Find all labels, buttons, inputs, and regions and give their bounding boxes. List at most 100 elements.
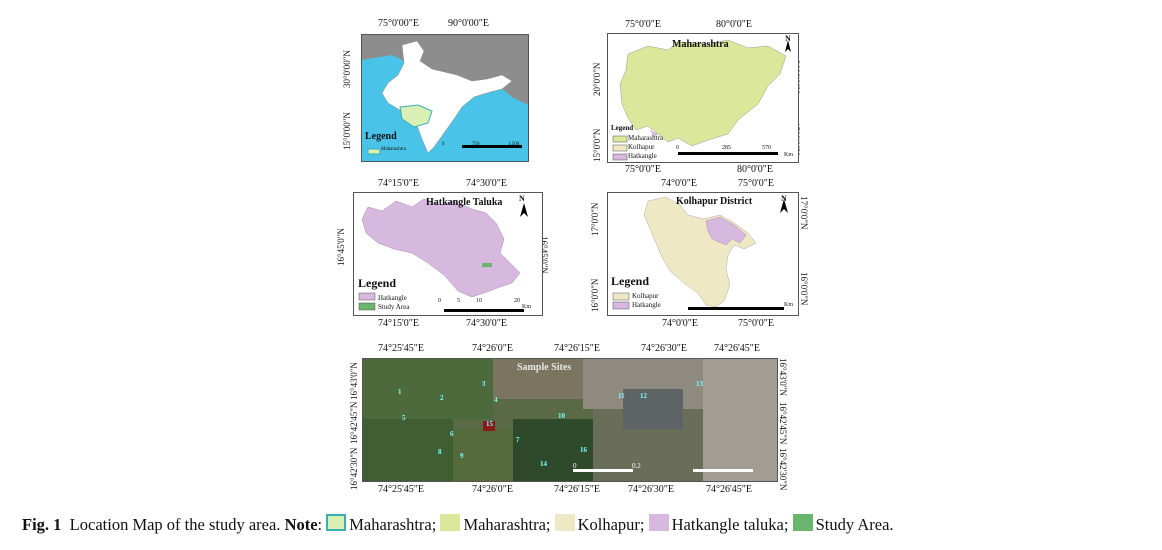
india-legend-title: Legend: [365, 131, 397, 142]
ss-bottom-label-4: 74°26'30"E: [628, 484, 674, 495]
kp-right-label-1: 17°0'0"N: [799, 196, 809, 230]
ss-bottom-label-3: 74°26'15"E: [554, 484, 600, 495]
kp-right-label-2: 16°0'0"N: [799, 272, 809, 306]
hk-legend-title: Legend: [358, 276, 397, 290]
kp-hatkangle: [705, 216, 747, 246]
kp-legend-item-1: Kolhapur: [632, 292, 659, 300]
field-block: [453, 429, 513, 481]
site-label: 9: [460, 452, 464, 460]
kp-left-label-2: 16°0'0"N: [590, 278, 600, 312]
mh-bottom-label-1: 75°0'0"E: [625, 164, 661, 175]
kp-north-arrow-icon: [780, 199, 788, 213]
ss-title: Sample Sites: [517, 362, 572, 373]
site-label: 6: [450, 430, 454, 438]
kp-scalebar: [688, 307, 784, 310]
kolhapur-district: [643, 196, 757, 308]
india-top-label-2: 90°0'00"E: [448, 18, 489, 29]
hk-title: Hatkangle Taluka: [426, 197, 503, 208]
india-landmass: [381, 40, 513, 154]
maharashtra-region: [399, 104, 433, 128]
mh-legend-swatch-1: [612, 135, 628, 143]
caption-legend-label: Hatkangle taluka;: [671, 515, 793, 534]
hk-bottom-label-1: 74°15'0"E: [378, 318, 419, 329]
hk-bottom-label-2: 74°30'0"E: [466, 318, 507, 329]
hk-north-arrow-icon: [520, 203, 528, 217]
hk-scale-2: 10: [476, 298, 482, 304]
ss-bottom-label-2: 74°26'0"E: [472, 484, 513, 495]
maharashtra-state: [619, 39, 787, 147]
caption-legend-swatch: [554, 514, 575, 531]
ss-top-label-4: 74°26'30"E: [641, 343, 687, 354]
mh-title: Maharashtra: [672, 39, 729, 50]
site-label: 2: [440, 394, 444, 402]
caption-legend-label: Kolhapur;: [577, 515, 649, 534]
ss-right-label-1: 16°43'0"N: [778, 358, 788, 396]
site-label: 12: [640, 392, 647, 400]
field-block: [493, 359, 583, 399]
mh-legend-item-1: Maharashtra: [628, 134, 663, 142]
study-area: [482, 263, 492, 267]
india-scalebar: [462, 145, 522, 148]
site-label: 3: [482, 380, 486, 388]
ss-top-label-5: 74°26'45"E: [714, 343, 760, 354]
mh-north-label: N: [785, 34, 791, 43]
mh-scale-1: 285: [722, 145, 731, 151]
kp-bottom-label-2: 75°0'0"E: [738, 318, 774, 329]
site-label: 8: [438, 448, 442, 456]
site-label: 4: [494, 396, 498, 404]
kp-legend-title: Legend: [611, 274, 650, 288]
kp-legend-swatch-2: [612, 301, 630, 310]
mh-legend-title: Legend: [611, 124, 634, 132]
india-scale-0: 0: [442, 142, 445, 147]
mh-scale-2: 570: [762, 145, 771, 151]
hatkangle-taluka: [361, 198, 521, 298]
ss-scalebar: [573, 469, 633, 472]
kp-legend-swatch-1: [612, 292, 630, 301]
ss-top-label-3: 74°26'15"E: [554, 343, 600, 354]
kp-left-label-1: 17°0'0"N: [590, 202, 600, 236]
caption-legend-swatch: [440, 514, 461, 531]
kp-title: Kolhapur District: [676, 196, 753, 207]
caption-legend-swatch: [792, 514, 813, 531]
india-map: [361, 34, 529, 162]
site-label: 13: [696, 380, 703, 388]
india-legend-item: Maharashtra: [381, 147, 406, 152]
field-block: [363, 419, 453, 481]
mh-left-label-1: 20°0'0"N: [592, 62, 602, 96]
caption-note-label: Note: [284, 515, 318, 534]
kp-north-label: N: [781, 194, 787, 203]
hk-north-label: N: [519, 194, 525, 203]
ss-left-label-2: 16°42'45"N: [349, 401, 359, 444]
site-label: 15: [486, 420, 493, 428]
mh-scale-0: 0: [676, 145, 679, 151]
hk-legend-swatch-1: [358, 292, 376, 301]
kolhapur-map: [607, 192, 799, 316]
kp-top-label-1: 74°0'0"E: [661, 178, 697, 189]
hatkangle-map: [353, 192, 543, 316]
site-label: 1: [398, 388, 402, 396]
ss-scalebar: [693, 469, 753, 472]
mh-scale-unit: Km: [784, 152, 793, 158]
mh-legend-swatch-2: [612, 144, 628, 152]
hk-scale-unit: Km: [522, 304, 531, 310]
caption-text: Location Map of the study area.: [69, 515, 281, 534]
mh-top-label-1: 75°0'0"E: [625, 19, 661, 30]
site-label: 10: [558, 412, 565, 420]
hk-scale-1: 5: [457, 298, 460, 304]
kp-legend-item-2: Hatkangle: [632, 301, 661, 309]
mh-north-arrow-icon: [785, 40, 791, 52]
india-top-label-1: 75°0'00"E: [378, 18, 419, 29]
maharashtra-map: [607, 33, 799, 163]
ss-scale-1: 0.2: [632, 462, 641, 470]
india-legend-swatch: [367, 148, 381, 155]
hk-left-label-1: 16°45'0"N: [336, 228, 346, 266]
mh-left-label-2: 15°0'0"N: [592, 128, 602, 162]
ss-scale-0: 0: [573, 462, 577, 470]
urban-area: [703, 359, 777, 481]
site-label: 11: [618, 392, 625, 400]
hk-top-label-2: 74°30'0"E: [466, 178, 507, 189]
hk-scale-0: 0: [438, 298, 441, 304]
ss-right-label-3: 16°42'30"N: [778, 448, 788, 491]
india-left-label-2: 15°0'00"N: [342, 112, 352, 150]
ss-right-label-2: 16°42'45"N: [778, 402, 788, 445]
